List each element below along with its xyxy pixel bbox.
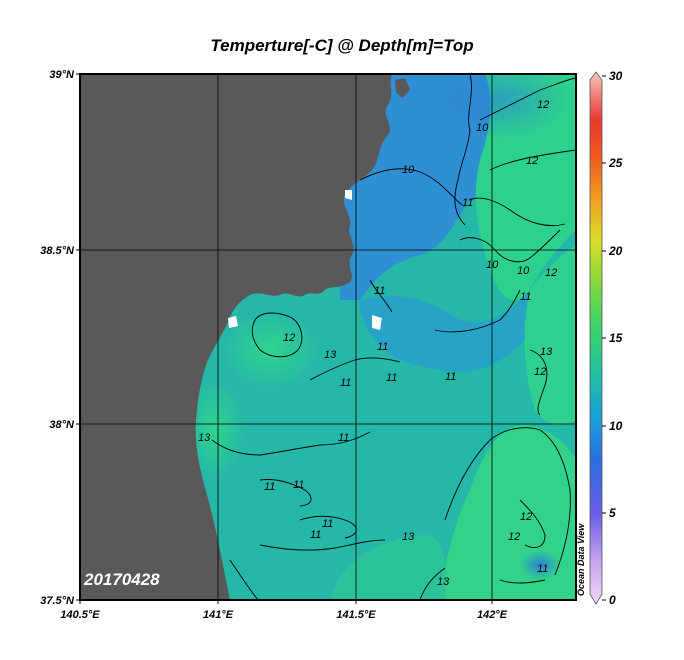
contour-label: 12 xyxy=(508,531,520,543)
colorbar: 30 25 20 15 10 5 0 xyxy=(589,69,623,607)
contour-label: 11 xyxy=(340,377,351,389)
contour-label: 13 xyxy=(324,349,337,361)
coastal-warm-patch-2 xyxy=(185,380,245,480)
colorbar-tick-label: 15 xyxy=(609,331,623,345)
ocean-data-view-watermark: Ocean Data View xyxy=(576,523,586,596)
contour-label: 10 xyxy=(486,259,499,271)
contour-label: 11 xyxy=(445,371,456,383)
cool-eddy-north xyxy=(430,74,570,140)
date-stamp: 20170428 xyxy=(84,570,160,589)
contour-label: 11 xyxy=(374,285,385,297)
land-mass xyxy=(80,74,392,600)
cool-eddy xyxy=(520,550,560,580)
contour-label: 11 xyxy=(338,432,349,444)
coastal-white xyxy=(372,315,382,330)
colorbar-tick-label: 5 xyxy=(609,506,616,520)
colorbar-tick-label: 25 xyxy=(608,156,623,170)
axis-ticks xyxy=(76,73,493,604)
contour-label: 10 xyxy=(517,265,530,277)
cool-water-mid xyxy=(360,250,576,372)
contour-label: 12 xyxy=(537,99,549,111)
contour-label: 12 xyxy=(520,511,532,523)
warm-water-east2 xyxy=(524,245,576,426)
lat-tick-label: 39°N xyxy=(49,69,75,81)
contour-label: 12 xyxy=(545,267,557,279)
contour-label: 10 xyxy=(402,164,415,176)
map-area: 12 10 10 12 11 10 10 12 11 11 11 12 13 1… xyxy=(80,74,576,600)
contour-label: 12 xyxy=(526,155,538,167)
coastal-white xyxy=(228,316,238,328)
contour-label: 11 xyxy=(537,563,548,575)
contour-label: 12 xyxy=(283,332,295,344)
lat-tick-label: 38°N xyxy=(49,419,75,431)
contour-label: 12 xyxy=(534,366,546,378)
lat-tick-label: 38.5°N xyxy=(40,245,75,257)
lon-tick-label: 142°E xyxy=(477,609,508,621)
map-grid xyxy=(80,74,576,600)
contour-label: 11 xyxy=(462,197,473,209)
contour-label: 13 xyxy=(402,531,415,543)
coastal-warm-patch xyxy=(220,310,320,390)
contour-label: 11 xyxy=(520,291,531,303)
contour-lines xyxy=(211,74,576,600)
lon-tick-label: 141.5°E xyxy=(336,609,376,621)
island xyxy=(395,78,410,98)
contour-label: 13 xyxy=(198,432,211,444)
map-frame xyxy=(79,73,577,601)
contour-label: 11 xyxy=(386,372,397,384)
contour-label: 11 xyxy=(377,341,388,353)
contour-label: 13 xyxy=(437,576,450,588)
contour-label: 10 xyxy=(476,122,489,134)
colorbar-tick-label: 20 xyxy=(608,244,623,258)
contour-label: 11 xyxy=(310,529,321,541)
colorbar-tick-label: 0 xyxy=(609,593,616,607)
colorbar-tick-label: 30 xyxy=(609,69,623,83)
map-title: Temperture[-C] @ Depth[m]=Top xyxy=(210,36,474,55)
contour-label: 11 xyxy=(264,481,275,493)
lon-tick-label: 140.5°E xyxy=(60,609,100,621)
contour-label: 13 xyxy=(540,346,553,358)
coastal-white xyxy=(345,190,352,200)
colorbar-tick-label: 10 xyxy=(609,419,623,433)
contour-label: 11 xyxy=(293,479,304,491)
lon-tick-label: 141°E xyxy=(203,609,234,621)
lat-tick-label: 37.5°N xyxy=(40,595,75,607)
colorbar-ramp xyxy=(589,71,603,605)
warm-water-south xyxy=(330,534,447,600)
contour-label: 11 xyxy=(322,518,333,530)
